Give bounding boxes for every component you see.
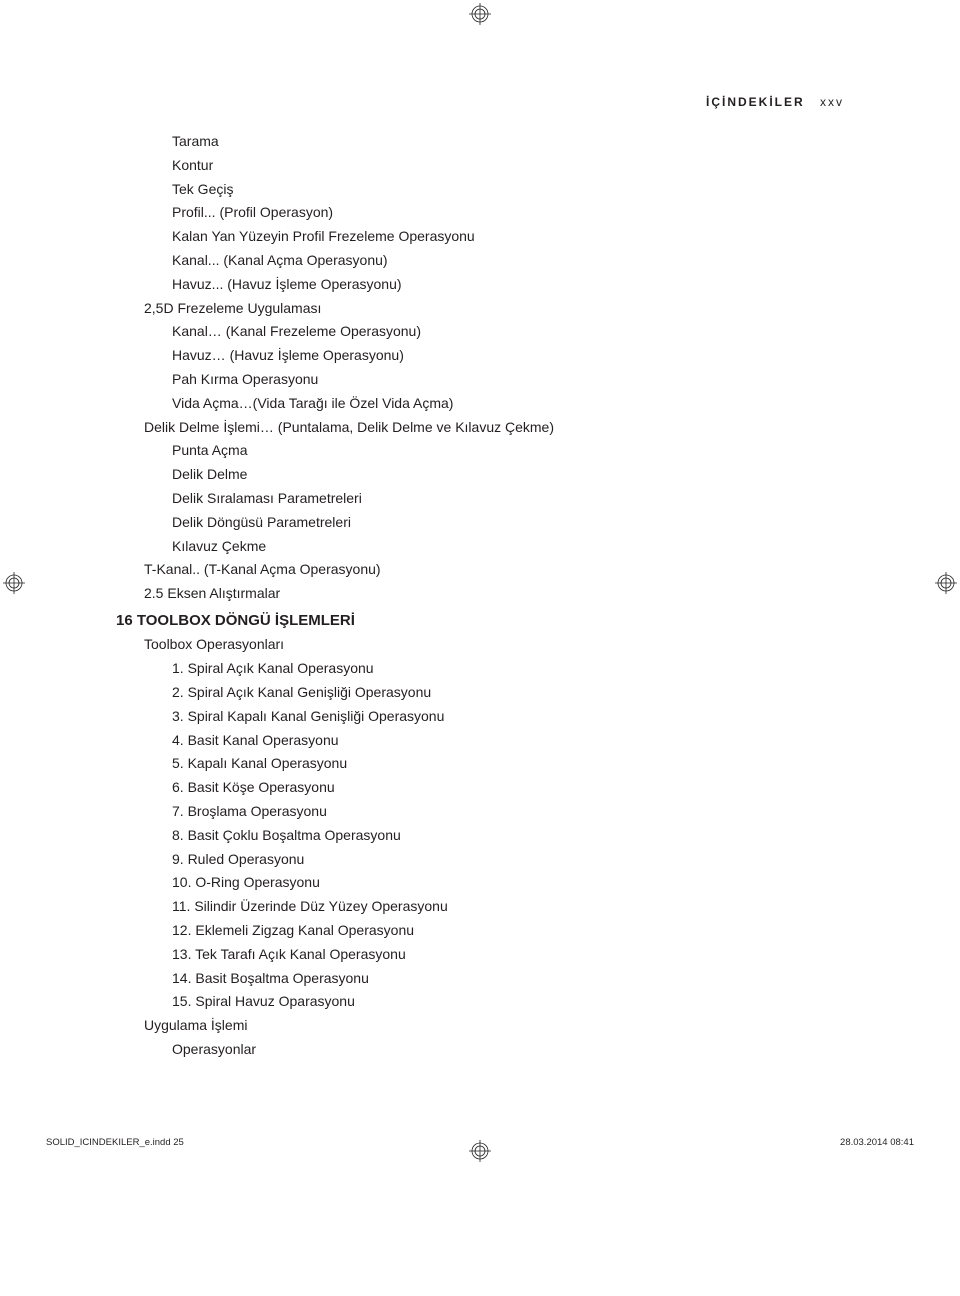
toc-page: 559 <box>116 130 960 1296</box>
table-of-contents: Tarama519Kontur519Tek Geçiş520Profil... … <box>116 130 844 1062</box>
running-head-title: İÇİNDEKİLER <box>706 95 805 109</box>
page: İÇİNDEKİLER xxv Tarama519Kontur519Tek Ge… <box>0 0 960 1166</box>
footer-filename: SOLID_ICINDEKILER_e.indd 25 <box>46 1137 184 1148</box>
running-head-page: xxv <box>820 95 844 109</box>
running-head: İÇİNDEKİLER xxv <box>706 95 844 109</box>
footer-timestamp: 28.03.2014 08:41 <box>840 1137 914 1148</box>
registration-mark-icon <box>469 3 491 25</box>
footer: SOLID_ICINDEKILER_e.indd 25 28.03.2014 0… <box>46 1137 914 1148</box>
toc-row: Operasyonlar559 <box>116 1038 844 1062</box>
registration-mark-icon <box>3 572 25 594</box>
